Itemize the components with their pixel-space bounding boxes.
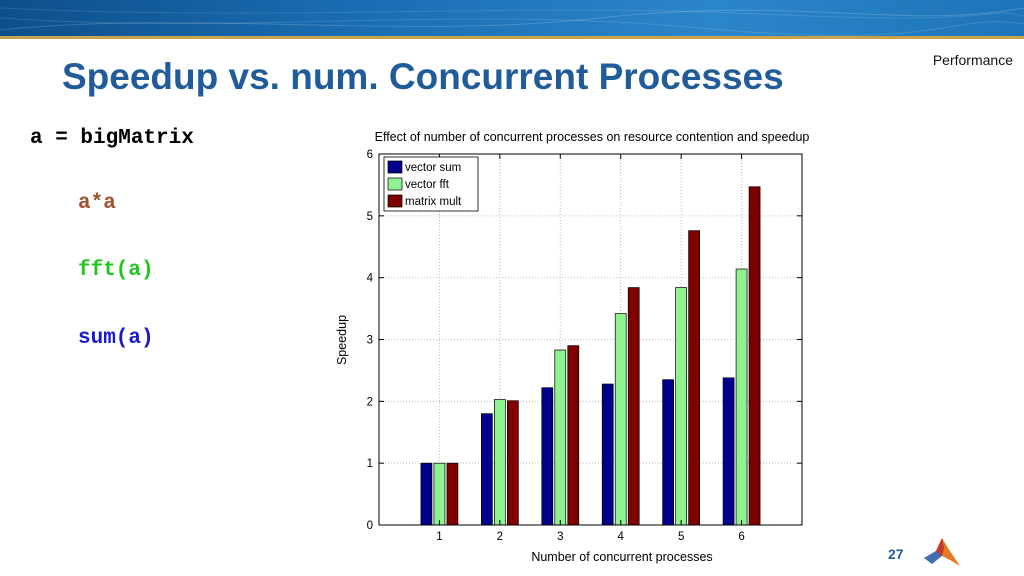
bar-matrix-mult-4 <box>627 287 640 526</box>
code-line-assign: a = bigMatrix <box>30 127 194 150</box>
bar-vector-fft-3 <box>554 349 567 526</box>
bar-vector-sum-2 <box>481 413 493 526</box>
x-tick-label-5: 5 <box>678 531 684 543</box>
slide-title: Speedup vs. num. Concurrent Processes <box>62 56 784 97</box>
bar-matrix-mult-5 <box>688 230 700 526</box>
banner-grid-decoration <box>0 7 1024 36</box>
y-tick-label-2: 2 <box>367 396 373 408</box>
bar-matrix-mult-6 <box>748 186 761 526</box>
y-tick-label-6: 6 <box>367 149 373 161</box>
code-line-fft: fft(a) <box>78 259 154 282</box>
bar-vector-sum-6 <box>722 377 735 526</box>
x-tick-label-1: 1 <box>436 531 442 543</box>
chart-title: Effect of number of concurrent processes… <box>375 130 810 144</box>
header-banner <box>0 0 1024 38</box>
bar-vector-fft-2 <box>494 399 506 526</box>
x-tick-label-4: 4 <box>618 531 625 543</box>
legend-label-vector-sum: vector sum <box>405 162 461 174</box>
x-tick-label-2: 2 <box>497 531 503 543</box>
bar-vector-fft-1 <box>433 462 446 526</box>
bar-vector-sum-4 <box>601 383 614 526</box>
legend-swatch-vector-fft <box>387 177 403 191</box>
bar-matrix-mult-3 <box>567 345 580 526</box>
code-line-sum: sum(a) <box>78 327 154 350</box>
y-tick-label-4: 4 <box>367 273 374 285</box>
x-tick-label-3: 3 <box>557 531 563 543</box>
bar-vector-sum-5 <box>662 379 674 526</box>
banner-rule <box>0 36 1024 39</box>
legend-swatch-vector-sum <box>387 160 403 174</box>
chart-x-axis-label: Number of concurrent processes <box>531 550 712 564</box>
bar-vector-sum-1 <box>420 462 433 526</box>
legend-label-matrix-mult: matrix mult <box>405 196 462 208</box>
y-tick-label-1: 1 <box>367 458 373 470</box>
y-tick-label-5: 5 <box>367 211 373 223</box>
code-line-mult: a*a <box>78 192 116 215</box>
bar-matrix-mult-2 <box>507 400 519 526</box>
x-tick-label-6: 6 <box>738 531 744 543</box>
bar-matrix-mult-1 <box>446 462 459 526</box>
chart-y-axis-label: Speedup <box>335 315 349 365</box>
section-label: Performance <box>932 52 1013 68</box>
bar-vector-fft-5 <box>675 287 687 526</box>
matlab-membrane-icon <box>924 538 960 566</box>
bar-vector-fft-4 <box>614 313 627 526</box>
legend-label-vector-fft: vector fft <box>405 179 450 191</box>
y-tick-label-3: 3 <box>367 335 373 347</box>
y-tick-label-0: 0 <box>367 520 373 532</box>
bar-vector-fft-6 <box>735 268 748 526</box>
legend-swatch-matrix-mult <box>387 194 403 208</box>
page-number: 27 <box>888 546 904 562</box>
bar-vector-sum-3 <box>541 387 554 526</box>
speedup-bar-chart: Effect of number of concurrent processes… <box>335 130 810 564</box>
